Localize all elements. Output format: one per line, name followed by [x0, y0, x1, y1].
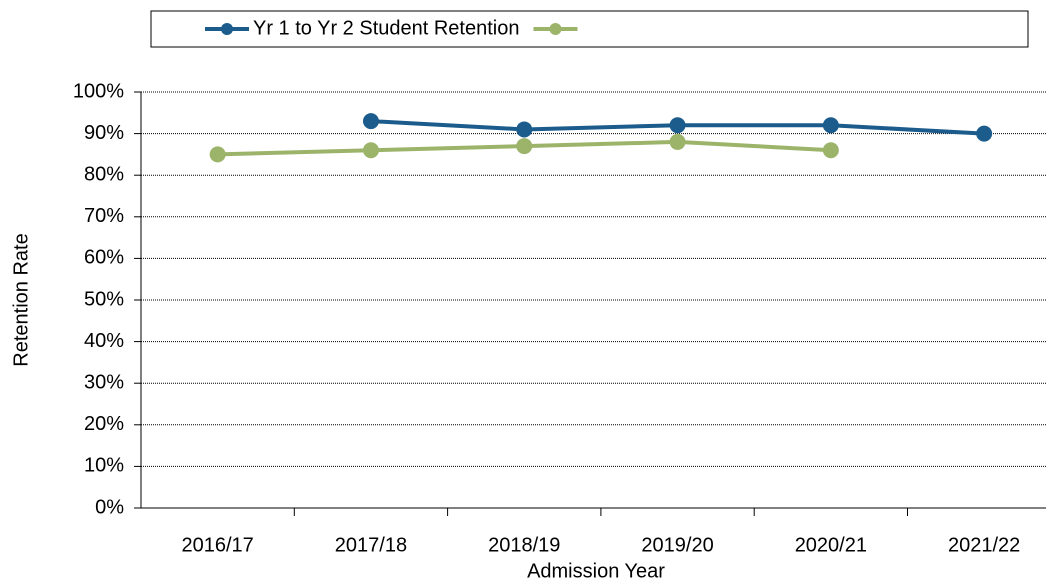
- y-tick-label: 40%: [84, 330, 124, 352]
- point: [362, 142, 379, 159]
- y-tick-label: 90%: [84, 122, 124, 144]
- x-tick-label: 2017/18: [335, 534, 407, 556]
- legend-marker: [549, 23, 562, 35]
- y-tick-label: 100%: [73, 80, 124, 102]
- x-tick-label: 2021/22: [948, 534, 1020, 556]
- point: [976, 125, 993, 142]
- y-tick-label: 10%: [84, 455, 124, 477]
- point: [669, 133, 686, 150]
- point: [516, 121, 533, 138]
- point: [209, 146, 226, 163]
- legend-label: Yr 1 to Yr 2 Student Retention: [253, 17, 519, 39]
- x-tick-label: 2019/20: [641, 534, 713, 556]
- x-tick-label: 2018/19: [488, 534, 560, 556]
- x-axis-label: Admission Year: [527, 560, 665, 582]
- y-tick-label: 0%: [95, 496, 124, 518]
- y-tick-label: 30%: [84, 371, 124, 393]
- point: [669, 117, 686, 134]
- point: [822, 117, 839, 134]
- y-tick-label: 20%: [84, 413, 124, 435]
- y-tick-label: 60%: [84, 247, 124, 269]
- y-tick-label: 50%: [84, 288, 124, 310]
- point: [362, 113, 379, 130]
- x-tick-label: 2016/17: [182, 534, 254, 556]
- y-tick-label: 80%: [84, 163, 124, 185]
- y-tick-label: 70%: [84, 205, 124, 227]
- legend-box: [150, 10, 1029, 48]
- point: [516, 138, 533, 155]
- y-axis-label: Retention Rate: [10, 233, 32, 366]
- x-tick-label: 2020/21: [795, 534, 867, 556]
- point: [822, 142, 839, 159]
- legend-marker: [221, 23, 233, 35]
